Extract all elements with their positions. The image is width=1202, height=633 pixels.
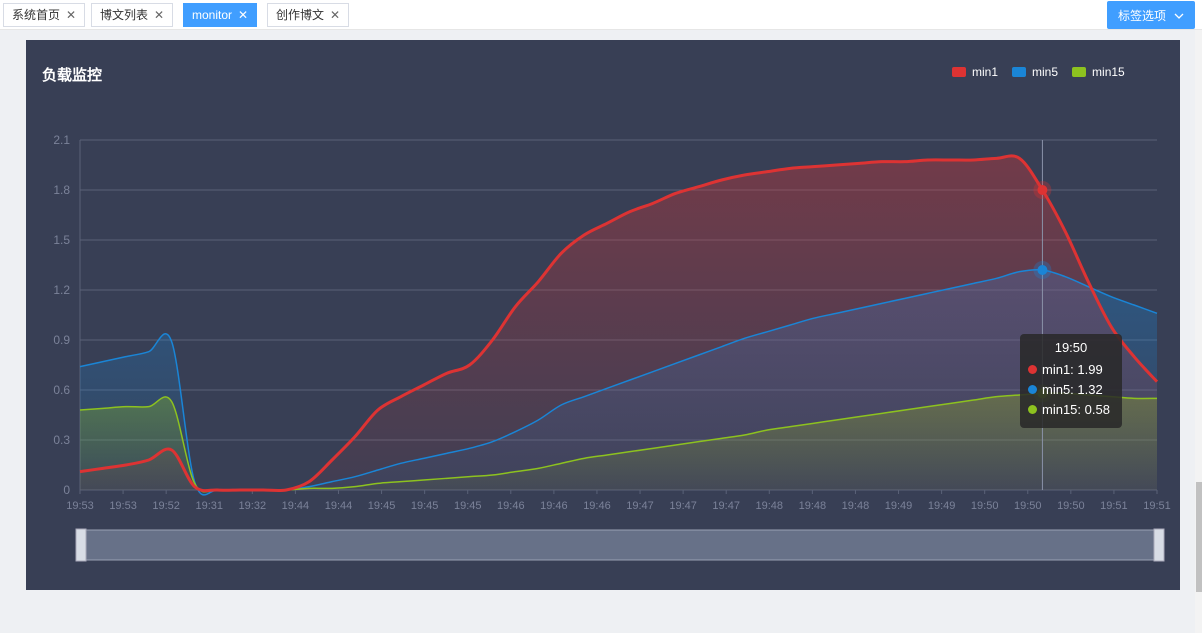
tooltip-row: min15: 0.58 bbox=[1028, 399, 1114, 419]
x-tick-label: 19:45 bbox=[368, 500, 396, 512]
x-tick-label: 19:53 bbox=[66, 500, 94, 512]
x-tick-label: 19:50 bbox=[1014, 500, 1042, 512]
x-tick-label: 19:51 bbox=[1143, 500, 1171, 512]
close-icon[interactable]: ✕ bbox=[154, 8, 165, 22]
zoom-slider-right-handle[interactable] bbox=[1153, 528, 1165, 562]
x-tick-label: 19:51 bbox=[1100, 500, 1128, 512]
zoom-slider-track bbox=[79, 529, 1161, 561]
tooltip-value: min1: 1.99 bbox=[1042, 361, 1103, 377]
x-tick-label: 19:32 bbox=[239, 500, 267, 512]
tooltip-value: min15: 0.58 bbox=[1042, 401, 1110, 417]
x-tick-label: 19:45 bbox=[454, 500, 482, 512]
x-tick-label: 19:53 bbox=[109, 500, 137, 512]
scrollbar-thumb[interactable] bbox=[1196, 482, 1202, 592]
x-tick-label: 19:48 bbox=[756, 500, 784, 512]
x-tick-label: 19:44 bbox=[325, 500, 353, 512]
x-tick-label: 19:46 bbox=[497, 500, 525, 512]
tab-bar: 系统首页 ✕ 博文列表 ✕ monitor ✕ 创作博文 ✕ 标签选项 bbox=[0, 0, 1202, 30]
y-tick-label: 0.9 bbox=[53, 333, 70, 347]
tab-blog-list[interactable]: 博文列表 ✕ bbox=[91, 3, 174, 27]
tab-label: monitor bbox=[192, 8, 233, 22]
tab-options-button[interactable]: 标签选项 bbox=[1107, 1, 1195, 29]
series-dot-icon bbox=[1028, 364, 1037, 374]
legend-item-min5[interactable]: min5 bbox=[1012, 65, 1058, 79]
chart-legend: min1 min5 min15 bbox=[952, 65, 1125, 79]
x-tick-label: 19:50 bbox=[971, 500, 999, 512]
y-tick-label: 2.1 bbox=[53, 133, 70, 147]
x-tick-label: 19:48 bbox=[842, 500, 870, 512]
tab-options-label: 标签选项 bbox=[1117, 8, 1166, 23]
tab-monitor[interactable]: monitor ✕ bbox=[183, 3, 258, 27]
tooltip-row: min5: 1.32 bbox=[1028, 379, 1114, 399]
close-icon[interactable]: ✕ bbox=[330, 8, 341, 22]
close-icon[interactable]: ✕ bbox=[238, 8, 249, 22]
x-tick-label: 19:47 bbox=[626, 500, 654, 512]
highlight-point-min5 bbox=[1037, 265, 1048, 275]
x-tick-label: 19:52 bbox=[152, 500, 180, 512]
x-tick-label: 19:47 bbox=[669, 500, 697, 512]
series-area-min1 bbox=[80, 155, 1157, 491]
tab-label: 博文列表 bbox=[100, 8, 149, 22]
x-tick-label: 19:48 bbox=[799, 500, 827, 512]
x-tick-label: 19:50 bbox=[1057, 500, 1085, 512]
tab-home[interactable]: 系统首页 ✕ bbox=[3, 3, 86, 27]
y-tick-label: 1.5 bbox=[53, 233, 70, 247]
tooltip-value: min5: 1.32 bbox=[1042, 381, 1103, 397]
series-dot-icon bbox=[1028, 404, 1037, 414]
tooltip-title: 19:50 bbox=[1054, 340, 1088, 355]
legend-label: min1 bbox=[972, 65, 999, 79]
legend-swatch bbox=[952, 67, 966, 77]
chart-panel: 负载监控 min1 min5 min15 0 0.3 0.6 0.9 1.2 1.5 1.8… bbox=[26, 40, 1180, 590]
x-tick-label: 19:46 bbox=[540, 500, 568, 512]
y-tick-label: 1.8 bbox=[53, 183, 70, 197]
y-tick-label: 0 bbox=[63, 483, 70, 497]
legend-label: min15 bbox=[1092, 65, 1125, 79]
x-tick-label: 19:49 bbox=[885, 500, 913, 512]
y-tick-label: 0.3 bbox=[53, 433, 70, 447]
tab-label: 系统首页 bbox=[12, 8, 61, 22]
x-tick-label: 19:45 bbox=[411, 500, 439, 512]
legend-item-min15[interactable]: min15 bbox=[1072, 65, 1125, 79]
close-icon[interactable]: ✕ bbox=[66, 8, 77, 22]
x-tick-label: 19:49 bbox=[928, 500, 956, 512]
load-chart: 0 0.3 0.6 0.9 1.2 1.5 1.8 2.1 19:53 19:53 19:52 19:… bbox=[53, 133, 1171, 562]
tab-label: 创作博文 bbox=[276, 8, 325, 22]
legend-label: min5 bbox=[1032, 65, 1059, 79]
x-tick-label: 19:46 bbox=[583, 500, 611, 512]
scrollbar-track[interactable] bbox=[1195, 30, 1202, 633]
x-tick-label: 19:47 bbox=[712, 500, 740, 512]
chart-title: 负载监控 bbox=[42, 67, 103, 84]
y-tick-label: 0.6 bbox=[53, 383, 70, 397]
series-line-min1 bbox=[79, 154, 1159, 493]
zoom-slider-left-handle[interactable] bbox=[75, 528, 87, 562]
tab-create-blog[interactable]: 创作博文 ✕ bbox=[267, 3, 350, 27]
chart-tooltip: 19:50 min1: 1.99 min5: 1.32 min15: 0.58 bbox=[1020, 334, 1122, 428]
x-tick-label: 19:44 bbox=[282, 500, 310, 512]
legend-swatch bbox=[1012, 67, 1027, 77]
series-dot-icon bbox=[1028, 384, 1037, 394]
x-tick-label: 19:31 bbox=[195, 500, 223, 512]
legend-item-min1[interactable]: min1 bbox=[952, 65, 998, 79]
y-tick-label: 1.2 bbox=[53, 283, 70, 297]
tooltip-row: min1: 1.99 bbox=[1028, 359, 1114, 379]
legend-swatch bbox=[1072, 67, 1087, 77]
chevron-down-icon bbox=[1174, 8, 1184, 22]
highlight-point-min1 bbox=[1037, 185, 1048, 195]
